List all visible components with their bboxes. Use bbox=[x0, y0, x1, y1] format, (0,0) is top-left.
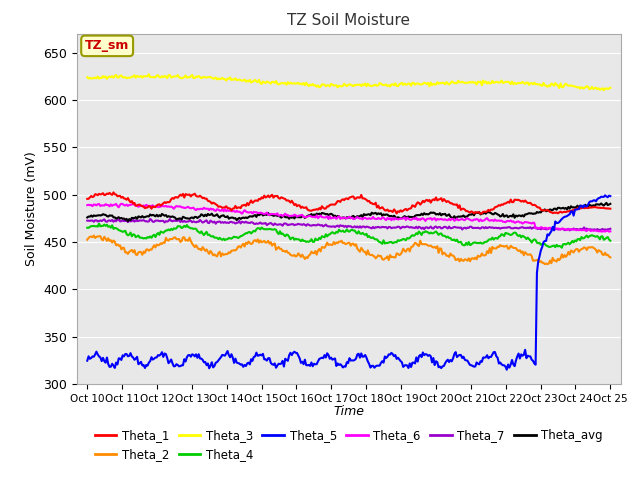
Theta_4 bbox=[292, 236, 300, 241]
Theta_1 bbox=[292, 201, 300, 207]
Line: Theta_4: Theta_4 bbox=[87, 224, 611, 248]
Theta_6 bbox=[148, 203, 156, 209]
Theta_7 bbox=[255, 220, 263, 226]
Theta_5 bbox=[503, 367, 511, 372]
Theta_4 bbox=[83, 225, 91, 230]
Theta_5 bbox=[412, 355, 420, 360]
Theta_2 bbox=[90, 233, 98, 239]
Theta_2 bbox=[607, 254, 614, 260]
Theta_3 bbox=[600, 87, 607, 93]
Theta_6 bbox=[607, 228, 614, 234]
Theta_2 bbox=[543, 261, 551, 267]
Theta_6 bbox=[462, 216, 470, 222]
Theta_7 bbox=[148, 217, 156, 223]
Theta_2 bbox=[255, 240, 263, 246]
Theta_4 bbox=[95, 221, 103, 227]
Theta_avg bbox=[148, 213, 156, 218]
Theta_7 bbox=[462, 226, 470, 231]
Theta_1 bbox=[477, 211, 484, 216]
Theta_6 bbox=[465, 216, 472, 222]
Theta_avg bbox=[414, 212, 422, 218]
Theta_4 bbox=[607, 238, 614, 244]
Theta_1 bbox=[109, 190, 117, 195]
Theta_avg bbox=[603, 200, 611, 206]
Theta_avg bbox=[292, 214, 300, 219]
Line: Theta_5: Theta_5 bbox=[87, 195, 611, 370]
Theta_2 bbox=[465, 255, 472, 261]
Theta_5 bbox=[254, 353, 262, 359]
Theta_7 bbox=[465, 225, 472, 231]
Theta_2 bbox=[462, 257, 470, 263]
Line: Theta_7: Theta_7 bbox=[87, 219, 611, 230]
Theta_6 bbox=[414, 217, 422, 223]
Y-axis label: Soil Moisture (mV): Soil Moisture (mV) bbox=[24, 151, 38, 266]
Theta_3 bbox=[462, 80, 470, 86]
Theta_1 bbox=[607, 206, 614, 212]
Theta_5 bbox=[83, 358, 91, 363]
Line: Theta_avg: Theta_avg bbox=[87, 203, 611, 221]
Line: Theta_2: Theta_2 bbox=[87, 236, 611, 264]
Theta_7 bbox=[292, 222, 300, 228]
Line: Theta_1: Theta_1 bbox=[87, 192, 611, 214]
Theta_5 bbox=[463, 358, 471, 363]
Theta_4 bbox=[148, 235, 156, 240]
Theta_avg bbox=[124, 218, 132, 224]
Theta_7 bbox=[566, 228, 573, 233]
Theta_avg bbox=[255, 212, 263, 218]
Theta_avg bbox=[462, 214, 470, 219]
Theta_1 bbox=[255, 196, 263, 202]
Line: Theta_3: Theta_3 bbox=[87, 74, 611, 90]
Theta_6 bbox=[292, 213, 300, 218]
Theta_3 bbox=[255, 77, 263, 83]
Theta_avg bbox=[465, 212, 472, 218]
Theta_4 bbox=[414, 231, 422, 237]
Theta_2 bbox=[83, 237, 91, 242]
Theta_7 bbox=[147, 216, 154, 222]
Theta_5 bbox=[291, 349, 298, 355]
Theta_3 bbox=[292, 81, 300, 86]
Theta_1 bbox=[465, 209, 472, 215]
X-axis label: Time: Time bbox=[333, 405, 364, 418]
Theta_5 bbox=[461, 357, 468, 363]
Theta_7 bbox=[83, 218, 91, 224]
Theta_3 bbox=[148, 74, 156, 80]
Theta_6 bbox=[255, 210, 263, 216]
Legend: Theta_1, Theta_2, Theta_3, Theta_4, Theta_5, Theta_6, Theta_7, Theta_avg: Theta_1, Theta_2, Theta_3, Theta_4, Thet… bbox=[90, 424, 608, 466]
Theta_6 bbox=[605, 229, 613, 235]
Theta_1 bbox=[462, 208, 470, 214]
Text: TZ_sm: TZ_sm bbox=[85, 39, 129, 52]
Theta_avg bbox=[607, 201, 614, 207]
Theta_3 bbox=[83, 74, 91, 80]
Theta_4 bbox=[465, 239, 472, 245]
Theta_7 bbox=[607, 226, 614, 232]
Theta_1 bbox=[414, 200, 422, 205]
Theta_5 bbox=[607, 193, 614, 199]
Theta_2 bbox=[292, 253, 300, 259]
Theta_3 bbox=[414, 81, 422, 86]
Theta_4 bbox=[558, 245, 566, 251]
Theta_5 bbox=[147, 358, 154, 364]
Theta_3 bbox=[145, 72, 153, 77]
Theta_1 bbox=[148, 206, 156, 212]
Theta_5 bbox=[601, 192, 609, 198]
Theta_3 bbox=[465, 80, 472, 85]
Theta_4 bbox=[462, 240, 470, 246]
Theta_2 bbox=[148, 247, 156, 252]
Theta_6 bbox=[83, 202, 91, 208]
Line: Theta_6: Theta_6 bbox=[87, 203, 611, 232]
Theta_7 bbox=[414, 226, 422, 231]
Theta_6 bbox=[129, 200, 137, 206]
Theta_3 bbox=[607, 85, 614, 91]
Theta_2 bbox=[414, 242, 422, 248]
Theta_4 bbox=[255, 225, 263, 231]
Theta_avg bbox=[83, 215, 91, 220]
Title: TZ Soil Moisture: TZ Soil Moisture bbox=[287, 13, 410, 28]
Theta_1 bbox=[83, 196, 91, 202]
